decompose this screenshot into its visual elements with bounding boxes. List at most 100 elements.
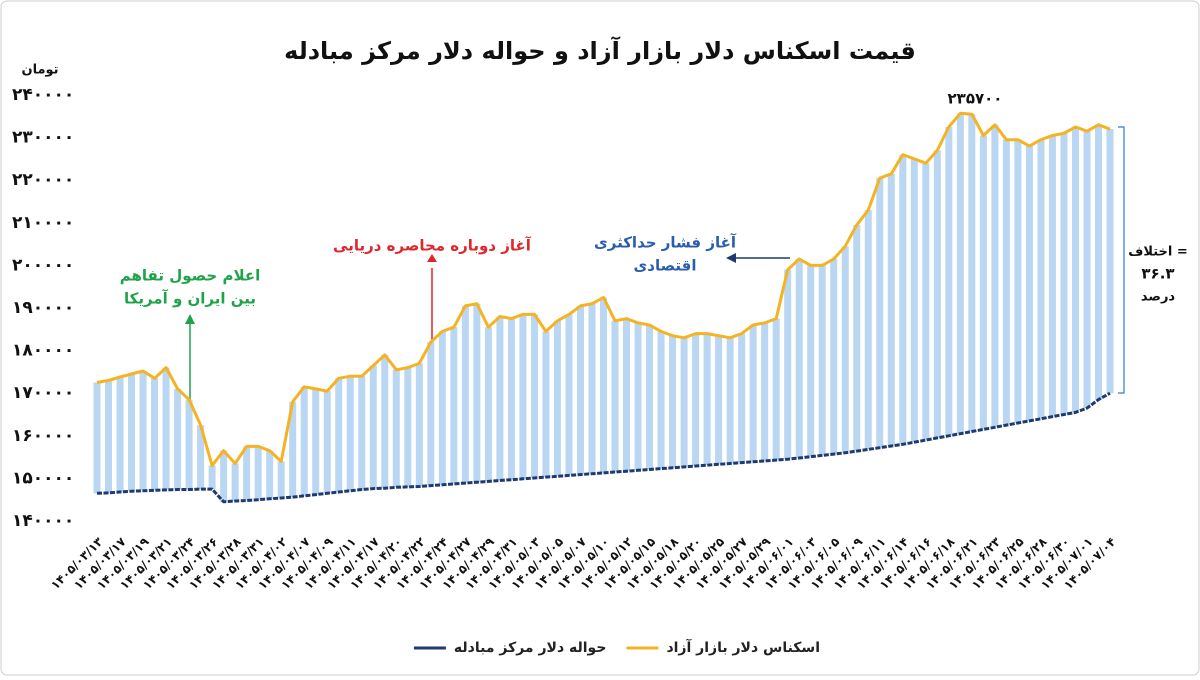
bar (956, 113, 964, 434)
annotation: بین ایران و آمریکا (124, 290, 256, 308)
bar (300, 386, 308, 496)
bar (484, 327, 492, 482)
bar (692, 333, 700, 467)
bar (197, 425, 205, 490)
bar (715, 335, 723, 465)
gap-unit: درصد (1141, 290, 1176, 305)
bar (738, 333, 746, 463)
bar (151, 378, 159, 491)
gap-label: اختلاف = (1128, 245, 1188, 260)
bar (772, 318, 780, 461)
bar (369, 365, 377, 489)
bar (139, 371, 147, 491)
peak-label: ۲۳۵۷۰۰ (948, 90, 1003, 108)
bar (876, 178, 884, 448)
bar (530, 314, 538, 478)
bar (392, 369, 400, 488)
gap-value: ۳۶.۳ (1141, 265, 1174, 283)
y-tick-label: ۱۶۰۰۰۰ (12, 426, 74, 446)
bar (634, 322, 642, 471)
bar (174, 388, 182, 490)
bar (864, 210, 872, 450)
bar (818, 265, 826, 456)
series-line (96, 391, 1111, 504)
bar (1083, 131, 1091, 409)
annotation: اعلام حصول تفاهم (120, 267, 260, 285)
bar (669, 335, 677, 468)
bar (116, 377, 124, 493)
bar (220, 450, 228, 502)
bar (853, 224, 861, 452)
bar (1060, 133, 1068, 415)
bar (841, 246, 849, 453)
y-tick-label: ۲۰۰۰۰۰ (12, 255, 74, 275)
y-tick-label: ۱۹۰۰۰۰ (12, 298, 74, 318)
bar (945, 126, 953, 436)
y-tick-label: ۱۴۰۰۰۰ (12, 511, 74, 531)
bar (553, 320, 561, 477)
arrow-head (185, 314, 195, 324)
bar (588, 303, 596, 474)
bar (703, 333, 711, 466)
y-tick-label: ۲۱۰۰۰۰ (12, 213, 74, 233)
bar (979, 135, 987, 430)
y-tick-label: ۱۸۰۰۰۰ (12, 341, 74, 361)
bar (991, 124, 999, 428)
bar (93, 382, 101, 494)
bar (611, 320, 619, 473)
bar (404, 367, 412, 487)
bar (507, 318, 515, 480)
bar (128, 374, 136, 492)
bar (565, 314, 573, 476)
bracket (1118, 126, 1125, 394)
bar (623, 318, 631, 472)
bar (243, 446, 251, 501)
bar (657, 331, 665, 469)
bar (312, 388, 320, 495)
bar (185, 399, 193, 490)
bar (438, 331, 446, 485)
y-tick-label: ۱۵۰۰۰۰ (12, 468, 74, 488)
arrow-head (427, 254, 437, 262)
bar (830, 259, 838, 455)
bar (680, 337, 688, 467)
y-tick-label: ۲۲۰۰۰۰ (12, 170, 74, 190)
bar (335, 378, 343, 493)
bar (427, 342, 435, 486)
bar (266, 450, 274, 499)
bar (277, 461, 285, 498)
bars (93, 113, 1114, 502)
bar (346, 376, 354, 491)
bar (450, 327, 458, 484)
bar (105, 380, 113, 493)
bar (1025, 146, 1033, 421)
y-tick-label: ۲۴۰۰۰۰ (12, 85, 74, 105)
bar (795, 259, 803, 458)
bar (381, 354, 389, 489)
bar (162, 367, 170, 490)
bar (1071, 126, 1079, 413)
bar (600, 297, 607, 473)
bar (415, 363, 423, 487)
bar (358, 376, 366, 490)
bar (1106, 129, 1114, 394)
annotation: آغاز فشار حداکثری (594, 234, 737, 252)
bar (646, 325, 654, 470)
series-line (96, 111, 1111, 468)
bar (1002, 139, 1010, 426)
bar (726, 337, 734, 464)
bar (231, 463, 239, 501)
legend-label: حواله دلار مرکز مبادله (454, 640, 607, 656)
chart-title: قیمت اسکناس دلار بازار آزاد و حواله دلار… (284, 36, 916, 65)
bar (887, 173, 895, 447)
bar (542, 331, 550, 478)
bar (933, 150, 941, 438)
bar (576, 305, 584, 475)
bar (254, 446, 262, 500)
legend-label: اسکناس دلار بازار آزاد (666, 638, 820, 656)
bar (899, 154, 907, 445)
bar (289, 401, 297, 498)
bar (784, 269, 792, 460)
bar (749, 325, 757, 462)
